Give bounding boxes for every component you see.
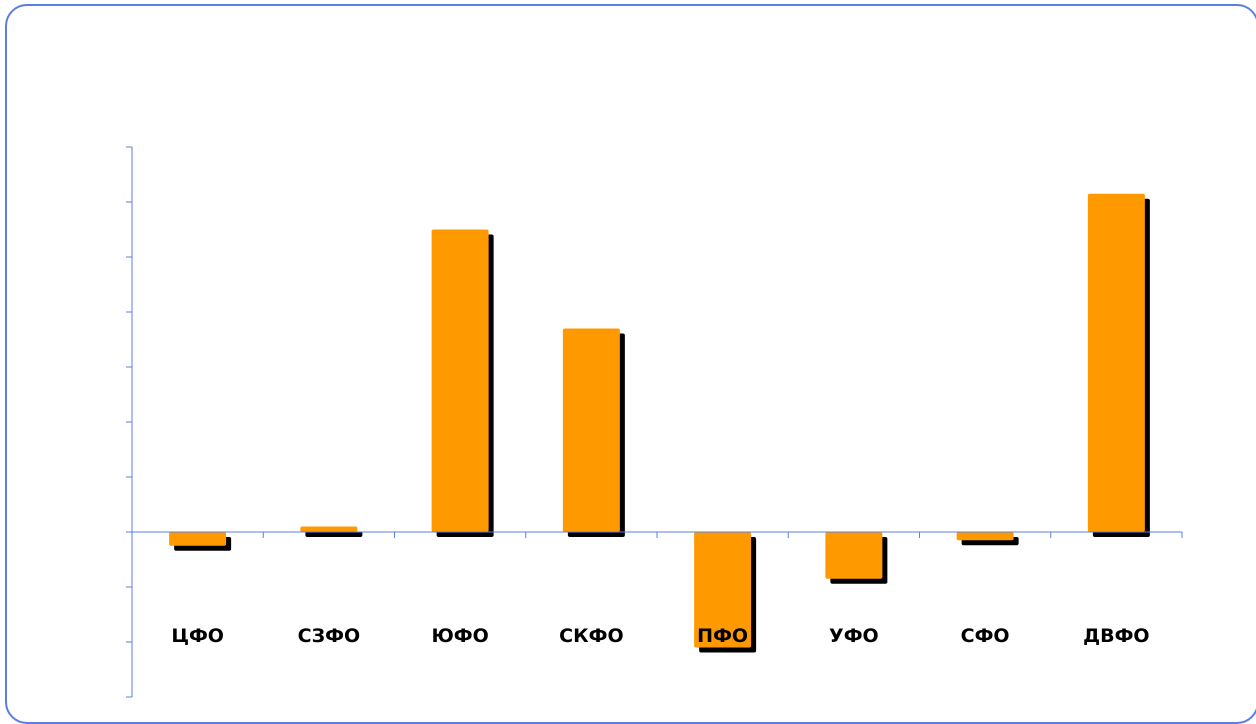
x-tick-label: ЮФО [431, 625, 488, 647]
x-tick-label: СЗФО [298, 625, 360, 647]
x-axis [131, 531, 1183, 538]
y-axis [126, 146, 133, 698]
bar [169, 532, 227, 546]
bar [1087, 193, 1145, 532]
bar [300, 526, 358, 532]
bars [169, 193, 1145, 648]
category-labels: ЦФО СЗФО ЮФО СКФО ПФО УФО СФО ДВФО [171, 625, 1149, 647]
x-tick-label: УФО [829, 625, 879, 647]
bar [694, 532, 752, 648]
x-tick-label: ПФО [697, 625, 748, 647]
bar [825, 532, 883, 579]
bar [956, 532, 1014, 541]
bar [562, 328, 620, 532]
x-tick-label: СФО [961, 625, 1010, 647]
bar-shadows [174, 198, 1150, 653]
bar [431, 229, 489, 532]
x-tick-label: ДВФО [1083, 625, 1149, 647]
x-tick-label: СКФО [559, 625, 623, 647]
chart-frame [5, 4, 1256, 724]
bar-shadow [305, 531, 363, 537]
x-tick-label: ЦФО [171, 625, 224, 647]
